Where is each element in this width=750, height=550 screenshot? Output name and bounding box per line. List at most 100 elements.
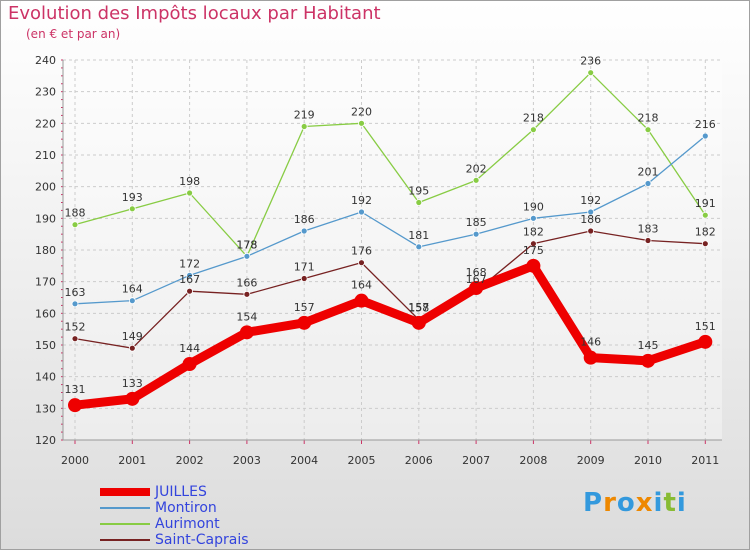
logo-letter: t [663,488,677,518]
y-tick-label: 230 [35,86,56,99]
data-point-juilles [239,325,254,340]
data-point-juilles [469,281,484,295]
data-point-montiron [472,230,480,238]
legend-item-aurimont: Aurimont [100,516,249,532]
logo-letter: i [676,488,687,518]
y-tick-label: 180 [35,244,56,257]
data-point-montiron [243,252,251,260]
logo-letter: x [635,488,654,518]
data-label-juilles: 146 [580,336,601,349]
logo-letter: r [603,488,617,518]
data-point-montiron [530,214,537,222]
data-point-montiron [71,300,79,308]
data-label-saint-caprais: 167 [466,273,487,286]
x-tick-label: 2004 [290,454,318,467]
data-label-saint-caprais: 149 [122,330,143,343]
data-point-juilles [297,315,312,330]
data-label-montiron: 190 [523,200,544,213]
legend-label-juilles: JUILLES [155,484,207,500]
data-label-juilles: 144 [179,342,200,355]
data-point-saint-caprais [128,344,136,352]
data-label-montiron: 192 [351,194,372,207]
data-point-montiron [186,271,194,279]
data-label-juilles: 131 [65,383,86,396]
legend-label-aurimont: Aurimont [155,516,220,532]
data-point-montiron [300,227,308,235]
data-label-montiron: 185 [466,216,487,229]
data-point-montiron [587,208,595,216]
y-tick-label: 170 [35,276,56,289]
data-label-aurimont: 236 [580,55,601,68]
data-label-saint-caprais: 171 [294,261,315,274]
x-tick-label: 2002 [176,454,204,467]
data-point-juilles [411,315,426,330]
data-point-aurimont [186,189,194,197]
y-tick-label: 220 [35,117,56,130]
data-label-montiron: 201 [638,166,659,179]
x-tick-label: 2003 [233,454,261,467]
x-tick-label: 2009 [577,454,605,467]
data-label-saint-caprais: 182 [695,226,716,239]
data-label-aurimont: 218 [638,112,659,125]
legend-swatch-saint-caprais [100,539,150,541]
data-point-saint-caprais [530,240,537,248]
data-point-saint-caprais [644,237,652,244]
data-label-aurimont: 220 [351,105,372,118]
data-point-saint-caprais [587,227,595,235]
x-tick-label: 2000 [61,454,89,467]
x-tick-label: 2011 [691,454,719,467]
data-point-juilles [526,258,541,273]
legend-swatch-juilles [100,488,150,496]
data-label-juilles: 157 [408,301,429,314]
data-point-saint-caprais [186,287,194,295]
data-point-juilles [354,293,369,308]
data-point-aurimont [300,123,308,130]
legend-item-saint-caprais: Saint-Caprais [100,532,249,548]
data-label-saint-caprais: 183 [638,223,659,236]
logo-letter: o [616,488,636,518]
data-point-juilles [125,391,140,406]
data-point-aurimont [71,221,79,229]
data-label-montiron: 172 [179,257,200,270]
data-point-saint-caprais [243,290,251,298]
data-label-juilles: 168 [466,266,487,279]
chart-subtitle: (en € et par an) [26,27,121,41]
data-label-saint-caprais: 182 [523,226,544,239]
data-point-aurimont [644,126,652,134]
series-line-saint-caprais [74,230,706,349]
y-tick-label: 190 [35,212,56,225]
data-label-montiron: 186 [294,213,315,226]
data-label-montiron: 178 [236,238,257,251]
data-label-aurimont: 178 [236,238,257,251]
data-label-saint-caprais: 186 [580,213,601,226]
data-point-montiron [128,297,136,305]
data-label-juilles: 133 [122,377,143,390]
data-label-juilles: 157 [294,301,315,314]
data-label-montiron: 164 [122,283,143,296]
y-tick-label: 120 [35,434,56,447]
data-point-aurimont [358,119,365,127]
data-point-saint-caprais [300,275,308,282]
data-label-saint-caprais: 166 [236,276,257,289]
data-label-juilles: 175 [523,244,544,257]
data-label-aurimont: 218 [523,112,544,125]
data-point-saint-caprais [358,259,365,267]
y-tick-label: 130 [35,402,56,415]
data-point-aurimont [530,126,537,134]
data-point-saint-caprais [71,335,79,343]
data-point-aurimont [415,199,423,206]
data-label-saint-caprais: 158 [408,302,429,315]
data-label-saint-caprais: 152 [65,321,86,334]
legend-label-montiron: Montiron [155,500,217,516]
data-label-aurimont: 188 [65,207,86,220]
data-label-montiron: 181 [408,229,429,242]
data-point-aurimont [128,205,136,213]
data-label-aurimont: 195 [408,185,429,198]
x-tick-label: 2010 [634,454,662,467]
data-point-montiron [644,180,652,187]
data-point-saint-caprais [701,240,709,248]
y-tick-label: 140 [35,371,56,384]
data-label-montiron: 192 [580,194,601,207]
data-label-juilles: 145 [638,339,659,352]
legend-label-saint-caprais: Saint-Caprais [155,532,249,548]
